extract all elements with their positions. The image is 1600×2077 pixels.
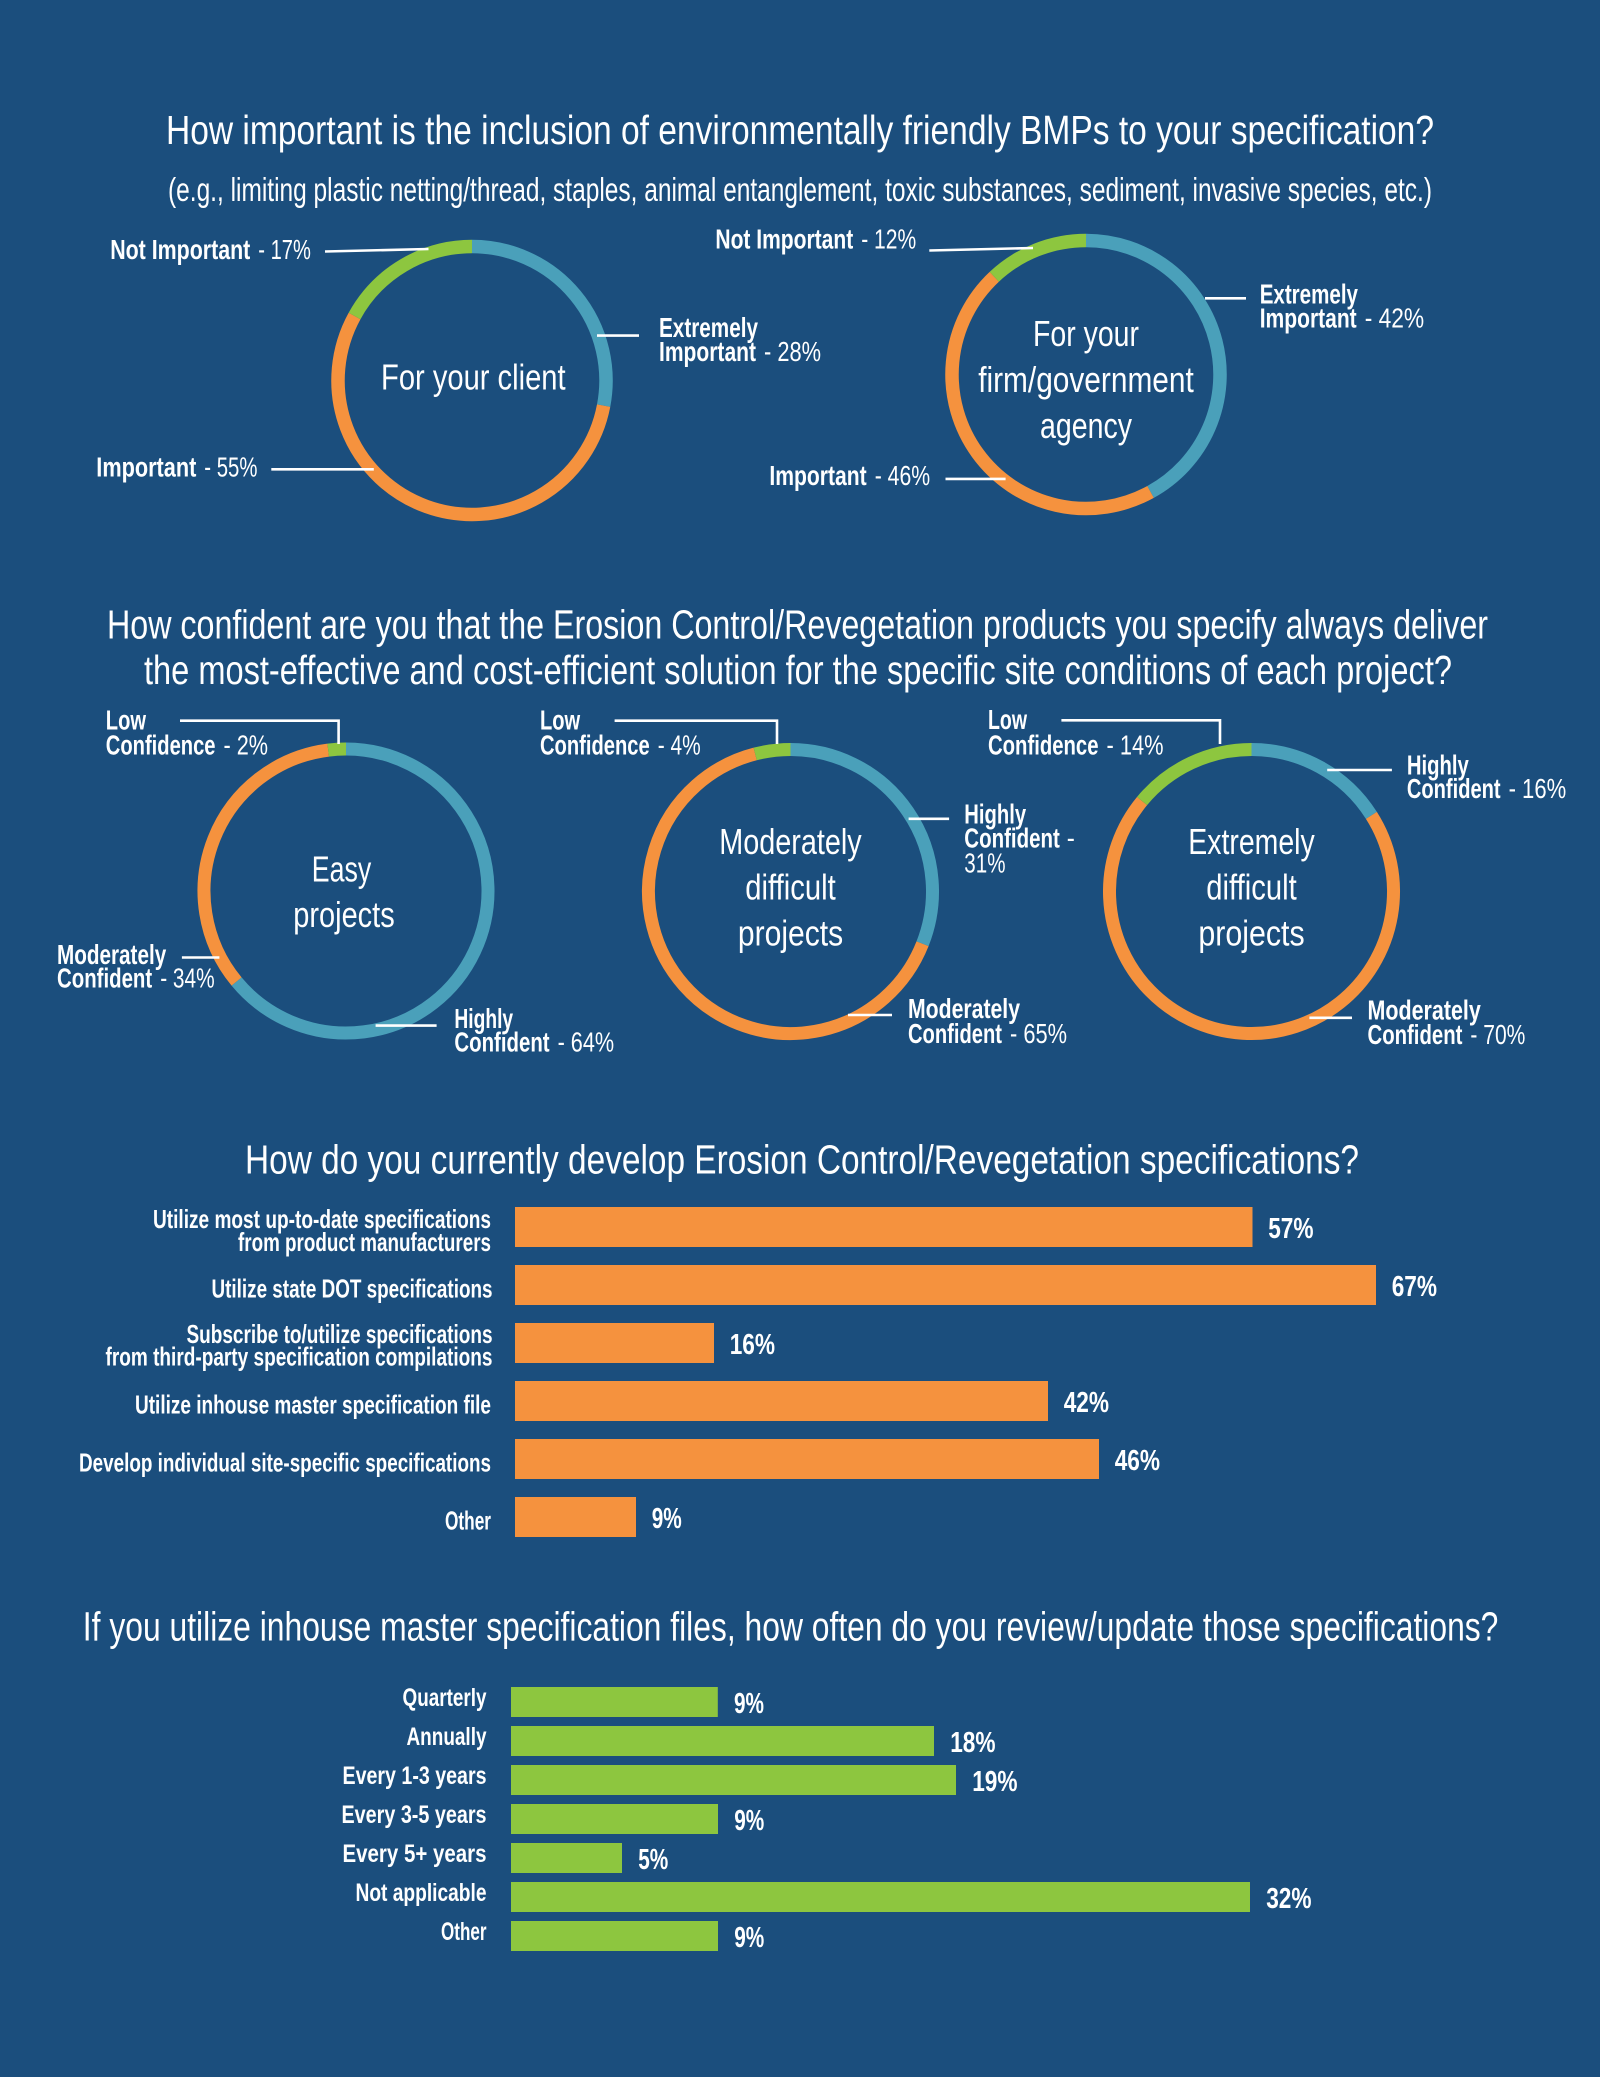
svg-text:- 34%: - 34% — [160, 962, 215, 993]
svg-text:57%: 57% — [1268, 1213, 1313, 1245]
svg-text:Moderately: Moderately — [908, 993, 1020, 1024]
svg-text:Moderately: Moderately — [57, 939, 167, 970]
svg-text:Every 1-3 years: Every 1-3 years — [343, 1762, 487, 1790]
svg-text:projects: projects — [1198, 912, 1304, 953]
svg-text:For your: For your — [1033, 313, 1139, 354]
svg-text:For your client: For your client — [381, 357, 566, 398]
svg-text:projects: projects — [738, 912, 843, 953]
svg-text:- 4%: - 4% — [658, 730, 701, 761]
svg-text:42%: 42% — [1064, 1387, 1109, 1419]
svg-text:32%: 32% — [1266, 1883, 1311, 1915]
svg-text:from product manufacturers: from product manufacturers — [238, 1227, 491, 1257]
svg-text:Other: Other — [445, 1506, 491, 1536]
svg-text:Annually: Annually — [407, 1723, 487, 1751]
svg-text:Highly: Highly — [1407, 750, 1469, 781]
svg-text:- 17%: - 17% — [258, 234, 311, 265]
svg-text:agency: agency — [1040, 405, 1132, 446]
svg-text:46%: 46% — [1115, 1445, 1160, 1477]
svg-text:Low: Low — [106, 705, 146, 736]
svg-text:Moderately: Moderately — [1368, 995, 1482, 1026]
svg-text:- 46%: - 46% — [875, 460, 931, 491]
svg-text:from third-party specification: from third-party specification compilati… — [106, 1342, 493, 1372]
svg-text:Confident: Confident — [454, 1026, 549, 1057]
svg-text:Not Important: Not Important — [715, 223, 853, 254]
svg-text:Confident: Confident — [964, 823, 1060, 854]
svg-text:67%: 67% — [1392, 1271, 1437, 1303]
svg-text:Low: Low — [540, 705, 580, 736]
svg-text:19%: 19% — [972, 1766, 1017, 1798]
svg-text:9%: 9% — [734, 1688, 764, 1720]
svg-text:(e.g., limiting plastic nettin: (e.g., limiting plastic netting/thread, … — [168, 171, 1432, 208]
svg-text:9%: 9% — [734, 1805, 764, 1837]
svg-text:18%: 18% — [950, 1727, 995, 1759]
svg-text:Utilize state DOT specificatio: Utilize state DOT specifications — [212, 1274, 493, 1304]
svg-text:Every 5+ years: Every 5+ years — [343, 1840, 487, 1868]
svg-text:Utilize most up-to-date specif: Utilize most up-to-date specifications — [153, 1204, 491, 1234]
svg-text:9%: 9% — [652, 1503, 682, 1535]
svg-text:Subscribe to/utilize specifica: Subscribe to/utilize specifications — [187, 1319, 493, 1349]
svg-text:- 12%: - 12% — [861, 223, 916, 254]
svg-text:- 16%: - 16% — [1509, 773, 1567, 804]
svg-text:Confident: Confident — [57, 962, 152, 993]
svg-text:Confident: Confident — [1368, 1019, 1463, 1050]
svg-text:difficult: difficult — [1206, 867, 1296, 908]
svg-text:Important: Important — [659, 336, 756, 367]
svg-text:Utilize inhouse master specifi: Utilize inhouse master specification fil… — [135, 1390, 491, 1420]
svg-text:Important: Important — [1260, 303, 1357, 334]
svg-text:Easy: Easy — [312, 849, 372, 890]
svg-text:Highly: Highly — [454, 1003, 513, 1034]
svg-text:Extremely: Extremely — [659, 312, 758, 343]
svg-text:Low: Low — [988, 704, 1027, 735]
svg-text:Every 3-5 years: Every 3-5 years — [342, 1801, 487, 1829]
svg-text:5%: 5% — [638, 1844, 668, 1876]
svg-text:31%: 31% — [964, 847, 1005, 878]
svg-text:- 2%: - 2% — [224, 730, 269, 761]
svg-text:- 14%: - 14% — [1107, 730, 1164, 761]
svg-text:Other: Other — [441, 1918, 487, 1946]
svg-text:Confidence: Confidence — [988, 730, 1099, 761]
svg-text:firm/government: firm/government — [978, 359, 1194, 400]
svg-text:Confident: Confident — [908, 1018, 1002, 1049]
svg-text:Not Important: Not Important — [110, 234, 250, 265]
svg-text:Confidence: Confidence — [106, 730, 216, 761]
svg-text:Confidence: Confidence — [540, 730, 650, 761]
svg-text:How important is the inclusion: How important is the inclusion of enviro… — [166, 107, 1434, 153]
svg-text:Confident: Confident — [1407, 773, 1501, 804]
svg-text:Not applicable: Not applicable — [356, 1879, 487, 1907]
svg-text:- 42%: - 42% — [1365, 303, 1425, 334]
svg-text:Extremely: Extremely — [1188, 821, 1314, 862]
svg-text:- 28%: - 28% — [764, 336, 821, 367]
svg-text:the most-effective and cost-ef: the most-effective and cost-efficient so… — [144, 647, 1452, 693]
svg-text:Important: Important — [96, 451, 196, 482]
svg-text:- 70%: - 70% — [1470, 1019, 1525, 1050]
svg-text:How confident are you that the: How confident are you that the Erosion C… — [107, 602, 1488, 648]
svg-text:- 55%: - 55% — [204, 451, 257, 482]
svg-text:Moderately: Moderately — [719, 821, 861, 862]
svg-text:How do you currently develop E: How do you currently develop Erosion Con… — [245, 1137, 1359, 1183]
svg-text:-: - — [1067, 823, 1075, 854]
svg-text:- 65%: - 65% — [1010, 1018, 1067, 1049]
svg-text:- 64%: - 64% — [558, 1026, 615, 1057]
svg-text:Important: Important — [769, 460, 866, 491]
svg-text:Quarterly: Quarterly — [403, 1684, 487, 1712]
svg-text:Extremely: Extremely — [1260, 279, 1359, 310]
svg-text:9%: 9% — [734, 1922, 764, 1954]
svg-text:16%: 16% — [730, 1329, 775, 1361]
svg-text:projects: projects — [293, 894, 394, 935]
svg-text:difficult: difficult — [745, 867, 835, 908]
svg-text:Highly: Highly — [964, 799, 1026, 830]
svg-text:If you utilize inhouse master: If you utilize inhouse master specificat… — [83, 1603, 1499, 1649]
svg-text:Develop individual site-specif: Develop individual site-specific specifi… — [79, 1448, 491, 1478]
